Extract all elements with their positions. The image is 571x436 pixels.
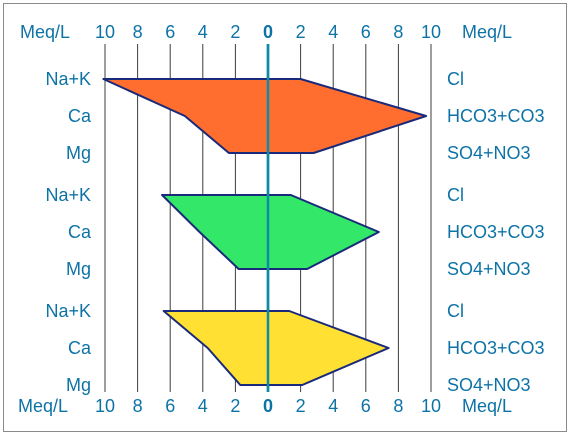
anion-label: SO4+NO3 bbox=[447, 143, 531, 163]
ion-labels: Na+K Cl Ca HCO3+CO3 Mg SO4+NO3 Na+K Cl Ca HCO3+CO… bbox=[45, 69, 544, 395]
axis-ticks: 10 8 6 4 2 0 2 4 6 8 10 10 8 6 4 2 0 2 4 6 8 10 bbox=[95, 22, 441, 416]
axis-tick-label: 10 bbox=[95, 22, 115, 42]
cation-label: Ca bbox=[68, 338, 92, 358]
anion-label: Cl bbox=[447, 69, 464, 89]
axis-tick-label: 4 bbox=[328, 396, 338, 416]
axis-tick-label: 8 bbox=[133, 22, 143, 42]
unit-label-bottom-right: Meq/L bbox=[462, 396, 512, 416]
axis-tick-label: 0 bbox=[263, 396, 273, 416]
axis-tick-label: 6 bbox=[361, 22, 371, 42]
cation-label: Na+K bbox=[45, 301, 91, 321]
axis-tick-label: 4 bbox=[198, 396, 208, 416]
sample-polygon-3 bbox=[162, 310, 390, 386]
axis-tick-label: 10 bbox=[95, 396, 115, 416]
cation-label: Ca bbox=[68, 222, 92, 242]
unit-label-top-right: Meq/L bbox=[462, 22, 512, 42]
axis-tick-label: 8 bbox=[393, 22, 403, 42]
axis-tick-label: 6 bbox=[165, 396, 175, 416]
axis-tick-label: 8 bbox=[133, 396, 143, 416]
axis-tick-label: 2 bbox=[230, 22, 240, 42]
axis-tick-label: 10 bbox=[421, 396, 441, 416]
sample-polygon-1 bbox=[102, 78, 428, 154]
sample-polygon-2 bbox=[161, 194, 380, 270]
unit-label-bottom-left: Meq/L bbox=[18, 396, 68, 416]
anion-label: SO4+NO3 bbox=[447, 259, 531, 279]
anion-label: HCO3+CO3 bbox=[447, 338, 545, 358]
anion-label: Cl bbox=[447, 301, 464, 321]
axis-tick-label: 0 bbox=[263, 22, 273, 42]
cation-label: Mg bbox=[66, 259, 91, 279]
anion-label: Cl bbox=[447, 185, 464, 205]
axis-tick-label: 8 bbox=[393, 396, 403, 416]
axis-tick-label: 4 bbox=[328, 22, 338, 42]
unit-label-top-left: Meq/L bbox=[20, 22, 70, 42]
axis-tick-label: 6 bbox=[165, 22, 175, 42]
cation-label: Na+K bbox=[45, 185, 91, 205]
axis-tick-label: 2 bbox=[296, 396, 306, 416]
axis-tick-label: 2 bbox=[230, 396, 240, 416]
axis-tick-label: 2 bbox=[296, 22, 306, 42]
sample-polygons bbox=[102, 44, 428, 392]
axis-tick-label: 4 bbox=[198, 22, 208, 42]
cation-label: Mg bbox=[66, 375, 91, 395]
anion-label: SO4+NO3 bbox=[447, 375, 531, 395]
cation-label: Mg bbox=[66, 143, 91, 163]
anion-label: HCO3+CO3 bbox=[447, 106, 545, 126]
cation-label: Na+K bbox=[45, 69, 91, 89]
anion-label: HCO3+CO3 bbox=[447, 222, 545, 242]
axis-tick-label: 6 bbox=[361, 396, 371, 416]
axis-tick-label: 10 bbox=[421, 22, 441, 42]
cation-label: Ca bbox=[68, 106, 92, 126]
